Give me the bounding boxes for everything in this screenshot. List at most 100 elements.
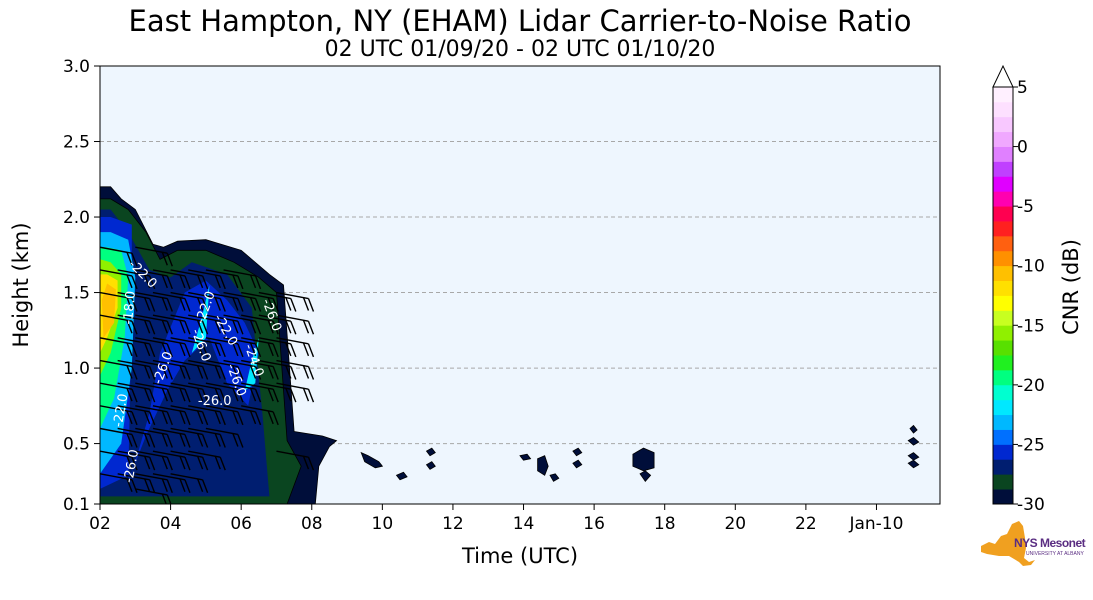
wind-barb-11: [117, 473, 156, 494]
y-tick-label-6: 3.0: [63, 57, 90, 77]
colorbar-segment-9: [993, 355, 1013, 371]
wind-barb-14: [117, 405, 156, 426]
colorbar-segment-1: [993, 474, 1013, 490]
cnr-region-10: [101, 283, 116, 338]
wind-barb-66: [205, 337, 244, 358]
y-tick-label-4: 2.0: [63, 208, 90, 228]
wind-barb-15: [117, 382, 156, 403]
x-tick-label-8: 18: [654, 514, 676, 534]
wind-barb-4: [100, 382, 138, 403]
wind-barb-69: [205, 269, 244, 290]
wind-barb-85: [258, 337, 297, 358]
wind-barb-79: [241, 359, 279, 380]
wind-barb-34: [152, 450, 191, 471]
wind-barb-51: [170, 291, 209, 312]
cnr-region-18: [572, 447, 583, 457]
colorbar-segment-4: [993, 429, 1013, 445]
wind-barb-8: [100, 291, 138, 312]
wind-barb-16: [117, 359, 156, 380]
colorbar-extend-arrow: [992, 64, 1014, 88]
wind-barb-61: [188, 269, 226, 290]
wind-barb-20: [117, 269, 156, 290]
cnr-region-22: [909, 424, 918, 434]
colorbar-segment-14: [993, 280, 1013, 296]
wind-barb-32: [135, 246, 173, 267]
wind-barb-38: [152, 359, 191, 380]
cnr-region-5: [191, 285, 210, 353]
x-tick-label-2: 06: [230, 514, 252, 534]
colorbar-segment-11: [993, 325, 1013, 341]
x-tick-label-4: 10: [372, 514, 394, 534]
wind-barb-72: [223, 359, 262, 380]
wind-barb-52: [170, 269, 209, 290]
wind-barb-13: [117, 427, 156, 448]
wind-barb-91: [276, 337, 315, 358]
wind-barb-12: [117, 450, 156, 471]
nys-mesonet-logo: [981, 521, 1035, 566]
cnr-region-23: [907, 437, 920, 446]
y-tick-label-2: 1.0: [63, 359, 90, 379]
x-tick-label-0: 02: [89, 514, 111, 534]
colorbar-segment-19: [993, 206, 1013, 222]
wind-barb-0: [100, 473, 138, 494]
colorbar-segment-17: [993, 235, 1013, 252]
wind-barb-23: [135, 450, 173, 471]
wind-barb-81: [241, 314, 279, 335]
wind-barb-67: [205, 314, 244, 335]
colorbar-segment-3: [993, 444, 1013, 460]
x-axis: 02 04 06 08 10 12 14 16 18 20 22 Jan-10: [89, 504, 903, 534]
colorbar-segment-6: [993, 399, 1013, 416]
x-tick-label-9: 20: [724, 514, 746, 534]
cnr-region-12: [395, 471, 408, 481]
wind-barb-63: [205, 405, 244, 426]
wind-barb-7: [100, 314, 138, 335]
wind-barb-30: [135, 291, 173, 312]
x-tick-label-10: 22: [795, 514, 817, 534]
wind-barb-39: [152, 337, 191, 358]
wind-barb-3: [100, 405, 138, 426]
cnr-region-14: [425, 461, 436, 470]
wind-barb-27: [135, 359, 173, 380]
wind-barb-86: [258, 314, 297, 335]
wind-barb-50: [170, 314, 209, 335]
wind-barb-44: [170, 450, 209, 471]
wind-barbs: [100, 246, 315, 504]
colorbar-segment-27: [993, 87, 1013, 103]
wind-barb-53: [188, 450, 226, 471]
y-tick-label-0: 0.1: [63, 495, 90, 515]
cnr-region-11: [360, 451, 384, 469]
wind-barb-40: [152, 314, 191, 335]
wind-barb-19: [117, 291, 156, 312]
wind-barb-42: [152, 269, 191, 290]
wind-barb-77: [241, 405, 279, 426]
colorbar-tick-label-1: 0: [1017, 138, 1028, 158]
colorbar-segment-12: [993, 310, 1013, 326]
wind-barb-59: [188, 314, 226, 335]
wind-barb-33: [152, 473, 191, 494]
x-tick-label-3: 08: [301, 514, 323, 534]
colorbar-segment-8: [993, 369, 1013, 386]
contour-label-5: -18.0: [121, 290, 139, 325]
wind-barb-17: [117, 337, 156, 358]
x-tick-label-5: 12: [442, 514, 464, 534]
chart-title: East Hampton, NY (EHAM) Lidar Carrier-to…: [128, 4, 912, 38]
x-tick-label-1: 04: [160, 514, 182, 534]
wind-barb-74: [223, 314, 262, 335]
colorbar-segment-7: [993, 384, 1013, 401]
wind-barb-83: [258, 382, 297, 403]
wind-barb-76: [223, 269, 262, 290]
cnr-region-19: [572, 459, 583, 469]
wind-barb-82: [241, 291, 279, 312]
x-tick-label-7: 16: [583, 514, 605, 534]
wind-barb-46: [170, 405, 209, 426]
wind-barb-56: [188, 382, 226, 403]
wind-barb-75: [223, 291, 262, 312]
colorbar-segment-13: [993, 295, 1013, 311]
wind-barb-93: [276, 291, 315, 312]
wind-barb-36: [152, 405, 191, 426]
contour-label-3: -26.0: [121, 448, 142, 484]
cnr-region-20: [632, 447, 655, 472]
wind-barb-10: [100, 246, 138, 267]
wind-barb-57: [188, 359, 226, 380]
colorbar-tick-label-3: -10: [1017, 257, 1045, 277]
